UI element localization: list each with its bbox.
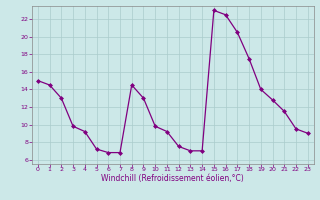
X-axis label: Windchill (Refroidissement éolien,°C): Windchill (Refroidissement éolien,°C) [101,174,244,183]
